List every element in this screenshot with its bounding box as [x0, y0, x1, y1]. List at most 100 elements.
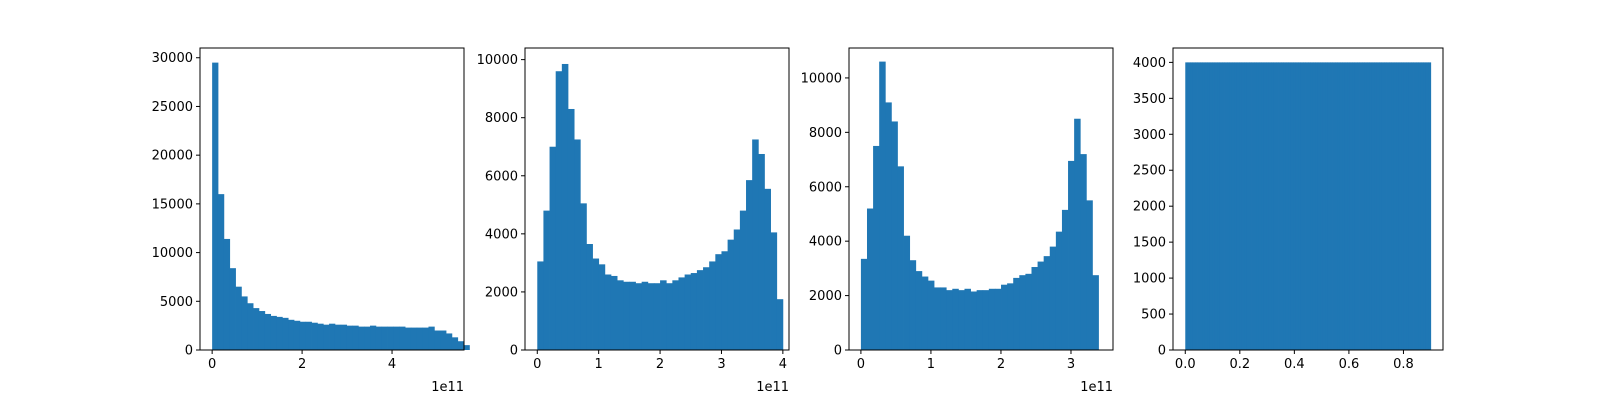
histogram-bar	[555, 71, 563, 350]
histogram-bar	[346, 325, 353, 350]
histogram-bar	[1386, 62, 1390, 350]
histogram-bar	[1389, 62, 1392, 350]
histogram-bar	[1231, 62, 1235, 350]
histogram-bar	[1305, 62, 1309, 350]
x-tick-label: 3	[717, 357, 725, 372]
histogram-bar	[1195, 62, 1198, 350]
histogram-bar	[1013, 277, 1020, 350]
histogram-bar	[678, 277, 686, 350]
histogram-bar	[1222, 62, 1225, 350]
histogram-bar	[1406, 62, 1410, 350]
histogram-bar	[1320, 62, 1324, 350]
histogram-bar	[879, 61, 886, 350]
y-tick-label: 6000	[809, 180, 842, 195]
histogram-bar	[1049, 246, 1057, 350]
x-tick-label: 1	[927, 357, 935, 372]
histogram-bar	[364, 326, 371, 350]
histogram-bar	[1061, 209, 1069, 350]
histogram-bar	[1325, 62, 1329, 350]
histogram-bar	[334, 324, 342, 350]
histogram-bar	[758, 153, 765, 350]
histogram-bar	[212, 62, 219, 350]
histogram-bar	[934, 287, 941, 350]
y-tick-label: 4000	[809, 235, 842, 250]
histogram-bar	[629, 281, 636, 350]
subplot-2: 0 1 2 3 4 0 2000 4000 6000 8000 10000 1e11	[477, 47, 790, 395]
histogram-bar	[1209, 62, 1213, 350]
histogram-bar	[247, 303, 254, 350]
histogram-bar	[746, 180, 753, 350]
histogram-bar	[592, 258, 600, 350]
histogram-bar	[1374, 62, 1378, 350]
histogram-bar	[610, 275, 618, 350]
histogram-bar	[1300, 62, 1304, 350]
histogram-bar	[352, 325, 359, 350]
histogram-bar	[446, 333, 453, 350]
histogram-bar	[1401, 62, 1405, 350]
histogram-bar	[1258, 62, 1262, 350]
histogram-bar	[1317, 62, 1321, 350]
x-tick-label: 2	[298, 357, 306, 372]
histogram-bar	[1200, 62, 1203, 350]
x-tick-label: 0.4	[1284, 357, 1305, 372]
histogram-bar	[1019, 275, 1026, 350]
histogram-bar	[428, 326, 435, 350]
x-tick-label: 2	[656, 357, 664, 372]
histogram-bar	[586, 244, 593, 350]
histogram-bar	[1204, 62, 1208, 350]
histogram-bar	[1086, 200, 1093, 350]
x-tick-label: 0	[208, 357, 216, 372]
histogram-bar	[1310, 62, 1314, 350]
y-tick-label: 1000	[1133, 272, 1166, 287]
histogram-bar	[927, 280, 935, 350]
histogram-bar	[440, 330, 447, 350]
histogram-bar	[537, 261, 544, 350]
histogram-bar	[1335, 62, 1338, 350]
histogram-bar	[1416, 62, 1419, 350]
histogram-bar	[764, 188, 771, 350]
histogram-bar	[561, 63, 569, 350]
histogram-bar	[690, 273, 698, 350]
histogram-bar	[952, 288, 959, 350]
histogram-bar	[329, 323, 336, 350]
histogram-bar	[1241, 62, 1245, 350]
histogram-bar	[549, 146, 557, 350]
histogram-bar	[940, 287, 947, 350]
y-tick-label: 0	[510, 344, 518, 359]
histogram-bar	[1339, 62, 1343, 350]
histogram-bar	[1322, 62, 1326, 350]
y-tick-label: 20000	[152, 149, 193, 164]
histogram-bar	[653, 283, 661, 350]
histogram-bar	[311, 322, 318, 350]
histogram-bar	[672, 280, 679, 350]
histogram-bar	[399, 326, 406, 350]
y-tick-label: 3500	[1133, 92, 1166, 107]
y-tick-label: 30000	[152, 51, 193, 66]
histogram-bar	[1290, 62, 1294, 350]
histogram-bar	[1295, 62, 1299, 350]
histogram-bar	[323, 324, 330, 350]
histogram-bar	[1330, 62, 1333, 350]
histogram-bar	[866, 208, 874, 350]
histogram-bar	[1285, 62, 1289, 350]
histogram-bar	[1420, 62, 1424, 350]
histogram-bar	[1271, 62, 1275, 350]
histogram-bar	[915, 271, 923, 350]
histogram-bar	[1219, 62, 1223, 350]
histogram-bar	[1229, 62, 1233, 350]
histogram-bar	[1379, 62, 1383, 350]
histogram-bar	[921, 276, 929, 350]
histogram-bar	[229, 268, 236, 350]
x-tick-label: 3	[1067, 357, 1075, 372]
y-tick-label: 2000	[485, 285, 518, 300]
histogram-bar	[994, 288, 1002, 350]
histogram-bar	[1364, 62, 1368, 350]
histogram-bar	[1425, 62, 1429, 350]
histogram-bar	[1342, 62, 1346, 350]
histogram-bar	[964, 288, 971, 350]
x-offset-label: 1e11	[431, 380, 464, 395]
histogram-bar	[733, 229, 741, 350]
axes-frame	[199, 47, 465, 351]
y-tick-label: 2000	[1133, 200, 1166, 215]
histogram-bar	[1349, 62, 1353, 350]
